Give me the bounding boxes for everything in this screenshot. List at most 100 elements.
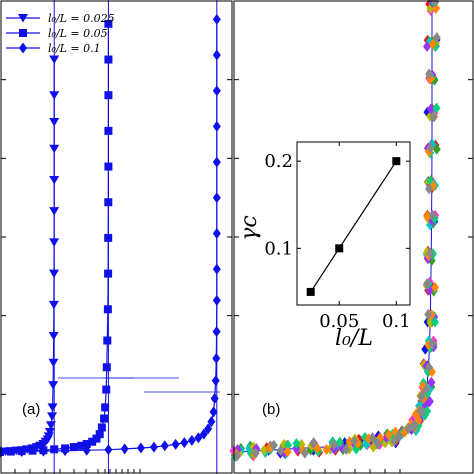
collapse-point (276, 445, 285, 457)
series-3-point (194, 432, 203, 444)
series-1-point (48, 332, 59, 341)
legend-label-1: l₀/L = 0.025 (48, 12, 115, 25)
series-2-point (104, 198, 113, 207)
legend-marker (19, 42, 27, 54)
series-1-point (49, 207, 60, 216)
series-3-point (204, 423, 213, 435)
legend-marker (18, 14, 28, 23)
inset-x-tick-label: 0.05 (319, 311, 359, 332)
collapse-point (345, 435, 354, 447)
series-1-point (48, 381, 59, 390)
series-2-point (95, 430, 104, 439)
series-3-point (136, 442, 145, 454)
series-2-point (97, 423, 106, 432)
panel-a: l₀/L = 0.025 l₀/L = 0.05 l₀/L = 0.1 (a) (0, 0, 233, 474)
series-3-point (212, 326, 221, 338)
collapse-point (329, 438, 338, 450)
series-2-point (101, 403, 110, 412)
series-3-point (61, 445, 70, 457)
series-3-point (210, 392, 219, 404)
series-2-line (0, 23, 109, 453)
series-3-point (212, 192, 221, 204)
series-3-point (212, 352, 221, 364)
collapse-point (313, 442, 322, 454)
series-3-point (212, 49, 221, 61)
series-2-point (103, 336, 112, 345)
collapse-point (425, 68, 434, 80)
collapse-point (423, 210, 432, 222)
collapse-point (373, 438, 382, 450)
series-3-point (160, 440, 169, 452)
legend-label-3: l₀/L = 0.1 (48, 42, 101, 55)
inset-x-tick-label: 0.1 (382, 311, 411, 332)
series-2-point (77, 441, 86, 450)
collapse-point (425, 183, 434, 195)
series-2-point (69, 443, 78, 452)
panel-b-label: (b) (262, 401, 280, 418)
series-2-point (104, 55, 113, 64)
collapse-point (394, 430, 403, 442)
legend: l₀/L = 0.025 l₀/L = 0.05 l₀/L = 0.1 (6, 12, 115, 55)
series-3-point (212, 156, 221, 168)
series-3-point (212, 263, 221, 275)
series-3-point (212, 13, 221, 25)
series-1-point (49, 91, 60, 100)
panel-a-axes (0, 0, 233, 474)
series-1-point (44, 427, 55, 437)
series-2-point (82, 439, 91, 448)
panel-b-axes (233, 0, 474, 474)
inset-plot-area (306, 157, 401, 296)
collapse-point (427, 376, 436, 388)
inset-y-tick-label: 0.2 (264, 151, 293, 172)
series-3-point (212, 227, 221, 239)
series-1-point (49, 55, 60, 65)
series-3-point (120, 443, 129, 455)
collapse-point (342, 444, 351, 456)
collapse-point (350, 435, 359, 447)
series-1-point (48, 358, 59, 368)
series-3-point (212, 294, 221, 306)
inset-y-tick-label: 0.1 (264, 238, 293, 259)
series-2-point (100, 414, 109, 423)
series-3-point (39, 445, 48, 457)
series-1-point (49, 175, 60, 185)
inset-point (306, 287, 315, 296)
series-1-point (47, 403, 58, 412)
inset-chart: 0.05 0.1 0.1 0.2 γc l₀/L (237, 141, 411, 351)
series-3-point (209, 406, 218, 418)
collapse-point (384, 429, 393, 441)
inset-x-label: l₀/L (335, 326, 373, 351)
collapse-point (432, 102, 441, 114)
collapse-point (251, 447, 260, 459)
series-2-point (88, 437, 97, 446)
collapse-point (269, 439, 278, 451)
series-1-point (45, 421, 56, 430)
series-3-point (207, 416, 216, 428)
series-1-point (48, 300, 59, 310)
collapse-point (232, 450, 241, 462)
collapse-point (428, 209, 437, 221)
collapse-point (364, 433, 373, 445)
series-1-point (49, 144, 60, 154)
collapse-point (430, 281, 439, 293)
collapse-point (423, 40, 432, 52)
series-1-point (49, 117, 60, 127)
series-3-point (199, 428, 208, 440)
series-3-point (104, 444, 113, 456)
collapse-point (428, 38, 437, 50)
series-3-point (82, 444, 91, 456)
collapse-point (283, 446, 292, 458)
series-2-point (28, 446, 37, 455)
inset-y-label: γc (237, 215, 262, 240)
series-3-point (149, 441, 158, 453)
collapse-point (335, 436, 344, 448)
series-3-point (171, 438, 180, 450)
series-1-point (47, 412, 58, 421)
inset-point (392, 157, 401, 166)
series-2-point (104, 269, 113, 278)
series-1-line (0, 59, 55, 453)
series-3-point (17, 446, 26, 458)
series-2-point (104, 233, 113, 242)
collapse-point (432, 32, 441, 44)
series-1-point (48, 269, 59, 279)
